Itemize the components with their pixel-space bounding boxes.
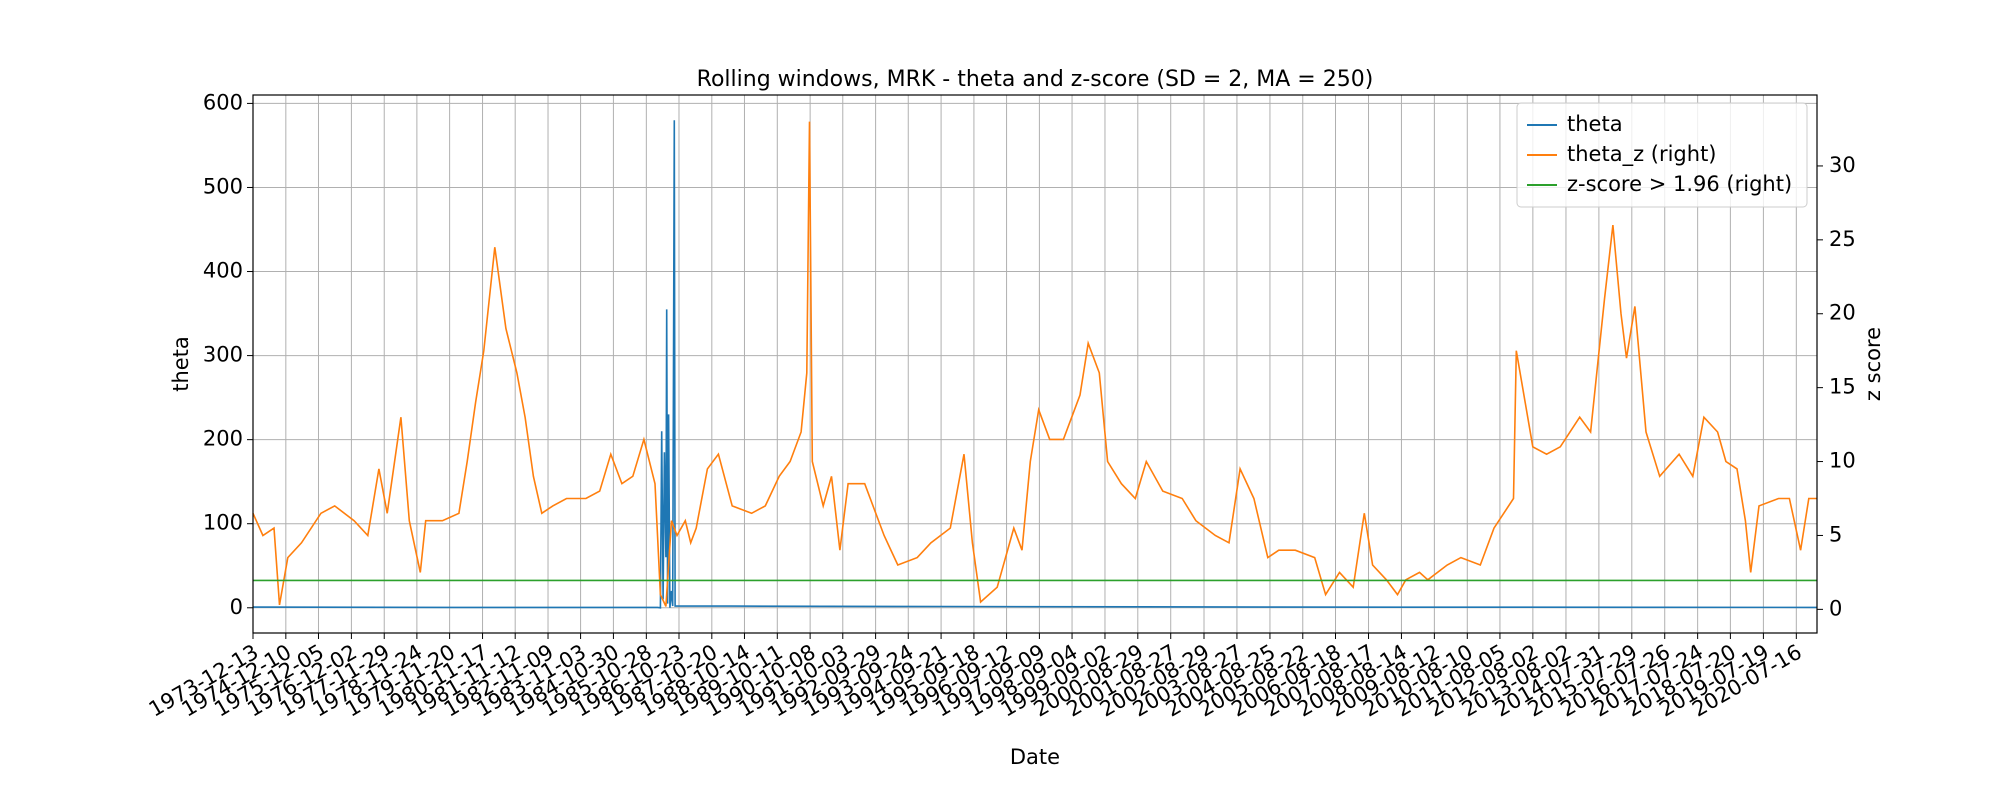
y2-axis-label: z score xyxy=(1861,327,1885,401)
x-axis-label: Date xyxy=(1010,745,1060,769)
chart-title: Rolling windows, MRK - theta and z-score… xyxy=(697,67,1374,92)
y-tick-label: 0 xyxy=(230,595,243,619)
y-tick-label: 600 xyxy=(203,90,243,114)
series-line xyxy=(252,120,1818,609)
y2-tick-label: 15 xyxy=(1829,375,1856,399)
series-line xyxy=(252,121,1817,607)
y2-tick-label: 5 xyxy=(1829,522,1842,546)
legend-label: z-score > 1.96 (right) xyxy=(1567,172,1792,196)
legend-label: theta_z (right) xyxy=(1567,142,1717,167)
y2-tick-label: 25 xyxy=(1829,227,1856,251)
legend: theta theta_z (right) z-score > 1.96 (righ… xyxy=(1516,102,1808,208)
y2-tick-label: 10 xyxy=(1829,449,1856,473)
y-tick-label: 400 xyxy=(203,259,243,283)
legend-box xyxy=(1516,102,1808,208)
y-tick-label: 500 xyxy=(203,174,243,198)
y2-tick-label: 0 xyxy=(1829,596,1842,620)
y2-tick-label: 20 xyxy=(1829,301,1856,325)
y-axis-label: theta xyxy=(169,336,193,392)
y-tick-label: 200 xyxy=(203,427,243,451)
y-tick-label: 100 xyxy=(203,511,243,535)
y2-tick-label: 30 xyxy=(1829,153,1856,177)
legend-label: theta xyxy=(1567,112,1623,136)
y-tick-label: 300 xyxy=(203,343,243,367)
plot-frame xyxy=(252,94,1818,634)
